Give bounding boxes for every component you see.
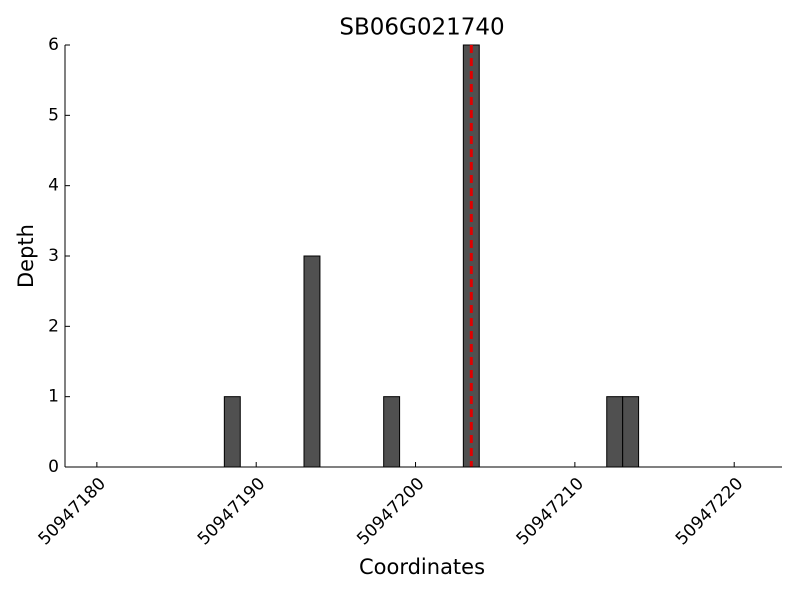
y-tick-label: 2	[48, 316, 59, 336]
y-tick-label: 4	[48, 176, 59, 196]
y-tick-label: 1	[48, 387, 59, 407]
chart-title: SB06G021740	[339, 15, 504, 41]
x-axis-label: Coordinates	[359, 555, 485, 579]
bar	[223, 396, 241, 468]
x-tick-label: 50947180	[35, 474, 110, 549]
bar	[303, 255, 321, 468]
y-axis-label: Depth	[14, 224, 38, 288]
x-tick-label: 50947210	[513, 474, 588, 549]
x-tick-label: 50947200	[353, 474, 428, 549]
y-tick-label: 0	[48, 457, 59, 477]
y-tick-label: 3	[48, 246, 59, 266]
x-tick-label: 50947190	[194, 474, 269, 549]
bar	[383, 396, 401, 468]
bar	[606, 396, 624, 468]
bar	[622, 396, 640, 468]
x-tick-label: 50947220	[672, 474, 747, 549]
y-tick-label: 5	[48, 105, 59, 125]
y-tick-label: 6	[48, 35, 59, 55]
